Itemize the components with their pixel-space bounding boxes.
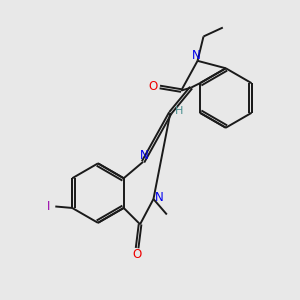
Text: N: N	[140, 149, 149, 162]
Text: N: N	[192, 49, 200, 62]
Text: N: N	[154, 191, 163, 204]
Text: O: O	[133, 248, 142, 261]
Text: O: O	[148, 80, 158, 93]
Text: H: H	[175, 106, 183, 116]
Text: I: I	[47, 200, 50, 213]
